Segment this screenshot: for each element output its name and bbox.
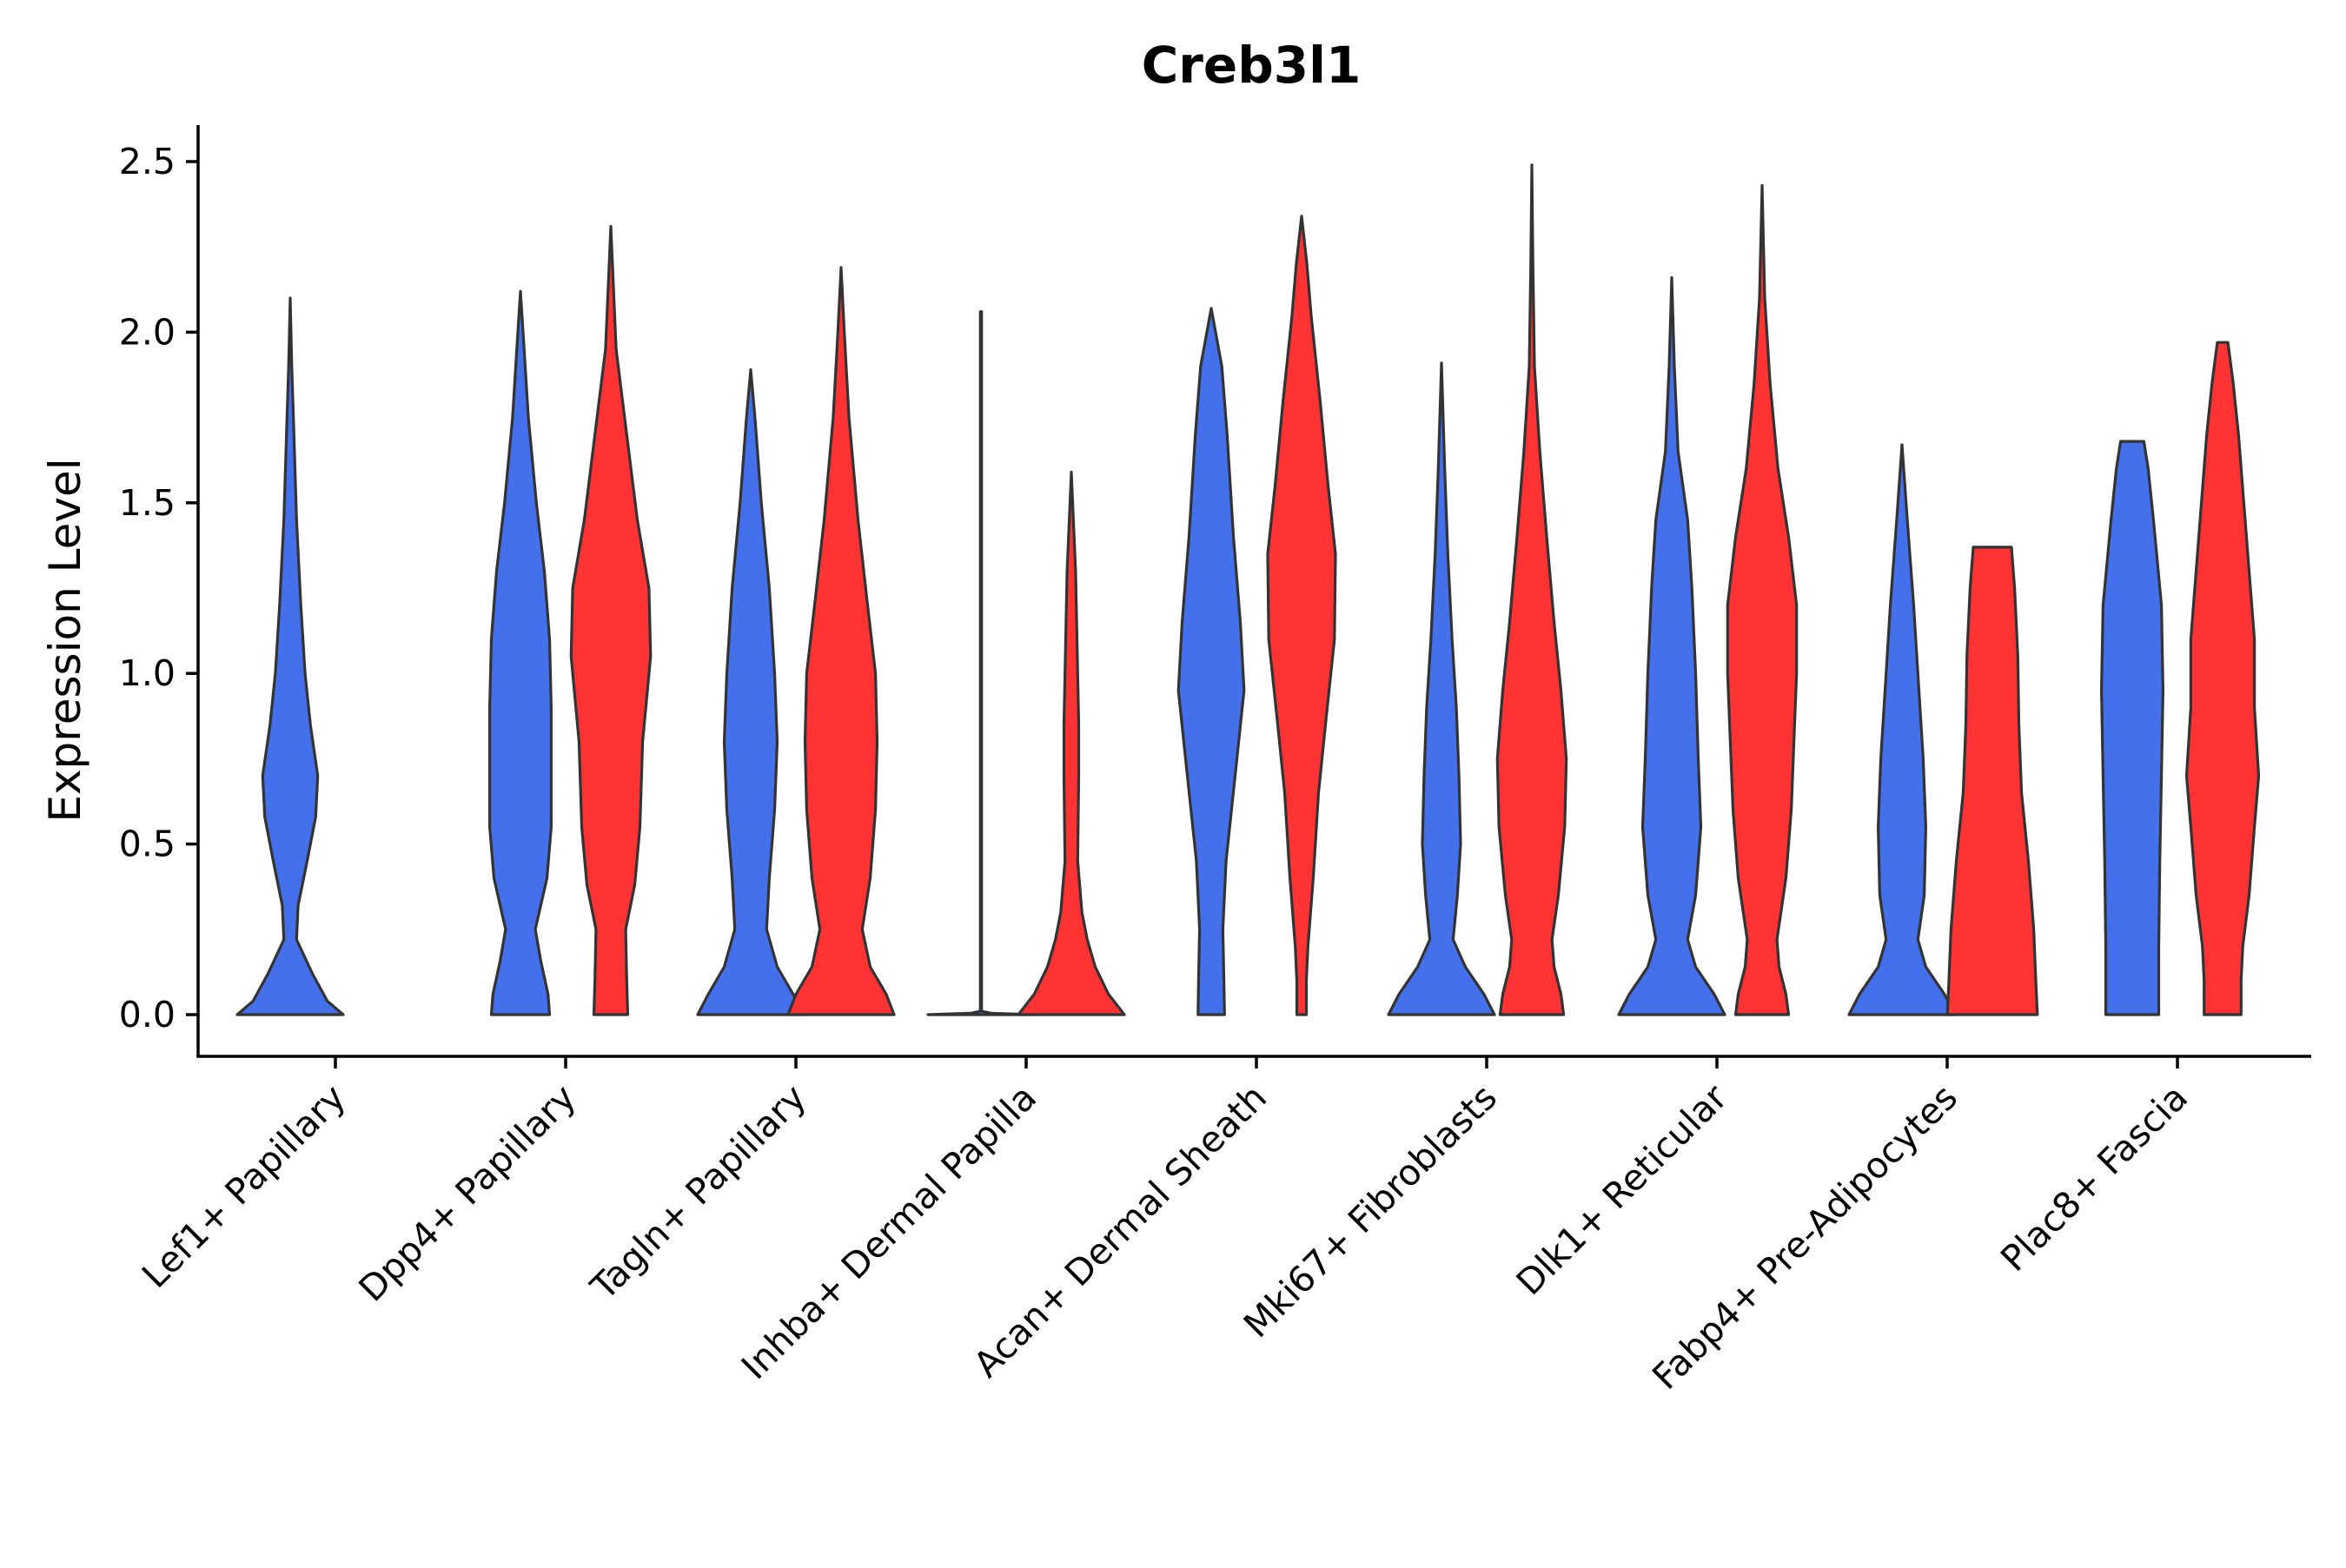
- violin-group-2-8: [2184, 341, 2261, 1016]
- violin-group-2-1: [569, 225, 653, 1016]
- violin-group-1-1: [487, 289, 553, 1016]
- violin-group-1-4: [1176, 307, 1246, 1016]
- violin-group-1-2: [696, 368, 805, 1016]
- chart-title: Creb3l1: [1142, 36, 1362, 95]
- violin-group-1-7: [1847, 443, 1957, 1016]
- violin-group-1-6: [1617, 276, 1726, 1016]
- violin-group-2-6: [1726, 183, 1799, 1016]
- y-tick-label: 1.5: [119, 482, 176, 524]
- violin-layer: [235, 163, 2261, 1016]
- y-tick-label: 1.0: [119, 652, 176, 694]
- violin-group-2-7: [1945, 546, 2039, 1016]
- y-tick-label: 0.0: [119, 994, 176, 1035]
- x-tick-label: Tagln+ Papillary: [582, 1076, 814, 1308]
- x-tick-label: Mki67+ Fibroblasts: [1236, 1076, 1505, 1346]
- y-axis-label: Expression Level: [40, 458, 90, 822]
- y-tick-label: 2.5: [119, 141, 176, 182]
- x-tick-label: Dpp4+ Papillary: [351, 1076, 584, 1309]
- violin-group-2-3: [1017, 470, 1126, 1016]
- violin-group-1-0: [235, 296, 345, 1016]
- x-tick-label: Lef1+ Papillary: [134, 1076, 354, 1296]
- x-tick-label: Plac8+ Fascia: [1992, 1076, 2196, 1280]
- violin-group-2-5: [1495, 163, 1568, 1016]
- violin-group-2-4: [1266, 215, 1337, 1016]
- violin-group-1-5: [1387, 361, 1496, 1016]
- y-tick-label: 0.5: [119, 824, 176, 865]
- violin-group-1-3: [926, 310, 1036, 1016]
- y-tick-label: 2.0: [119, 311, 176, 353]
- x-tick-label: Dlk1+ Reticular: [1508, 1076, 1735, 1303]
- violin-group-1-8: [2100, 440, 2164, 1016]
- violin-group-2-2: [786, 266, 896, 1016]
